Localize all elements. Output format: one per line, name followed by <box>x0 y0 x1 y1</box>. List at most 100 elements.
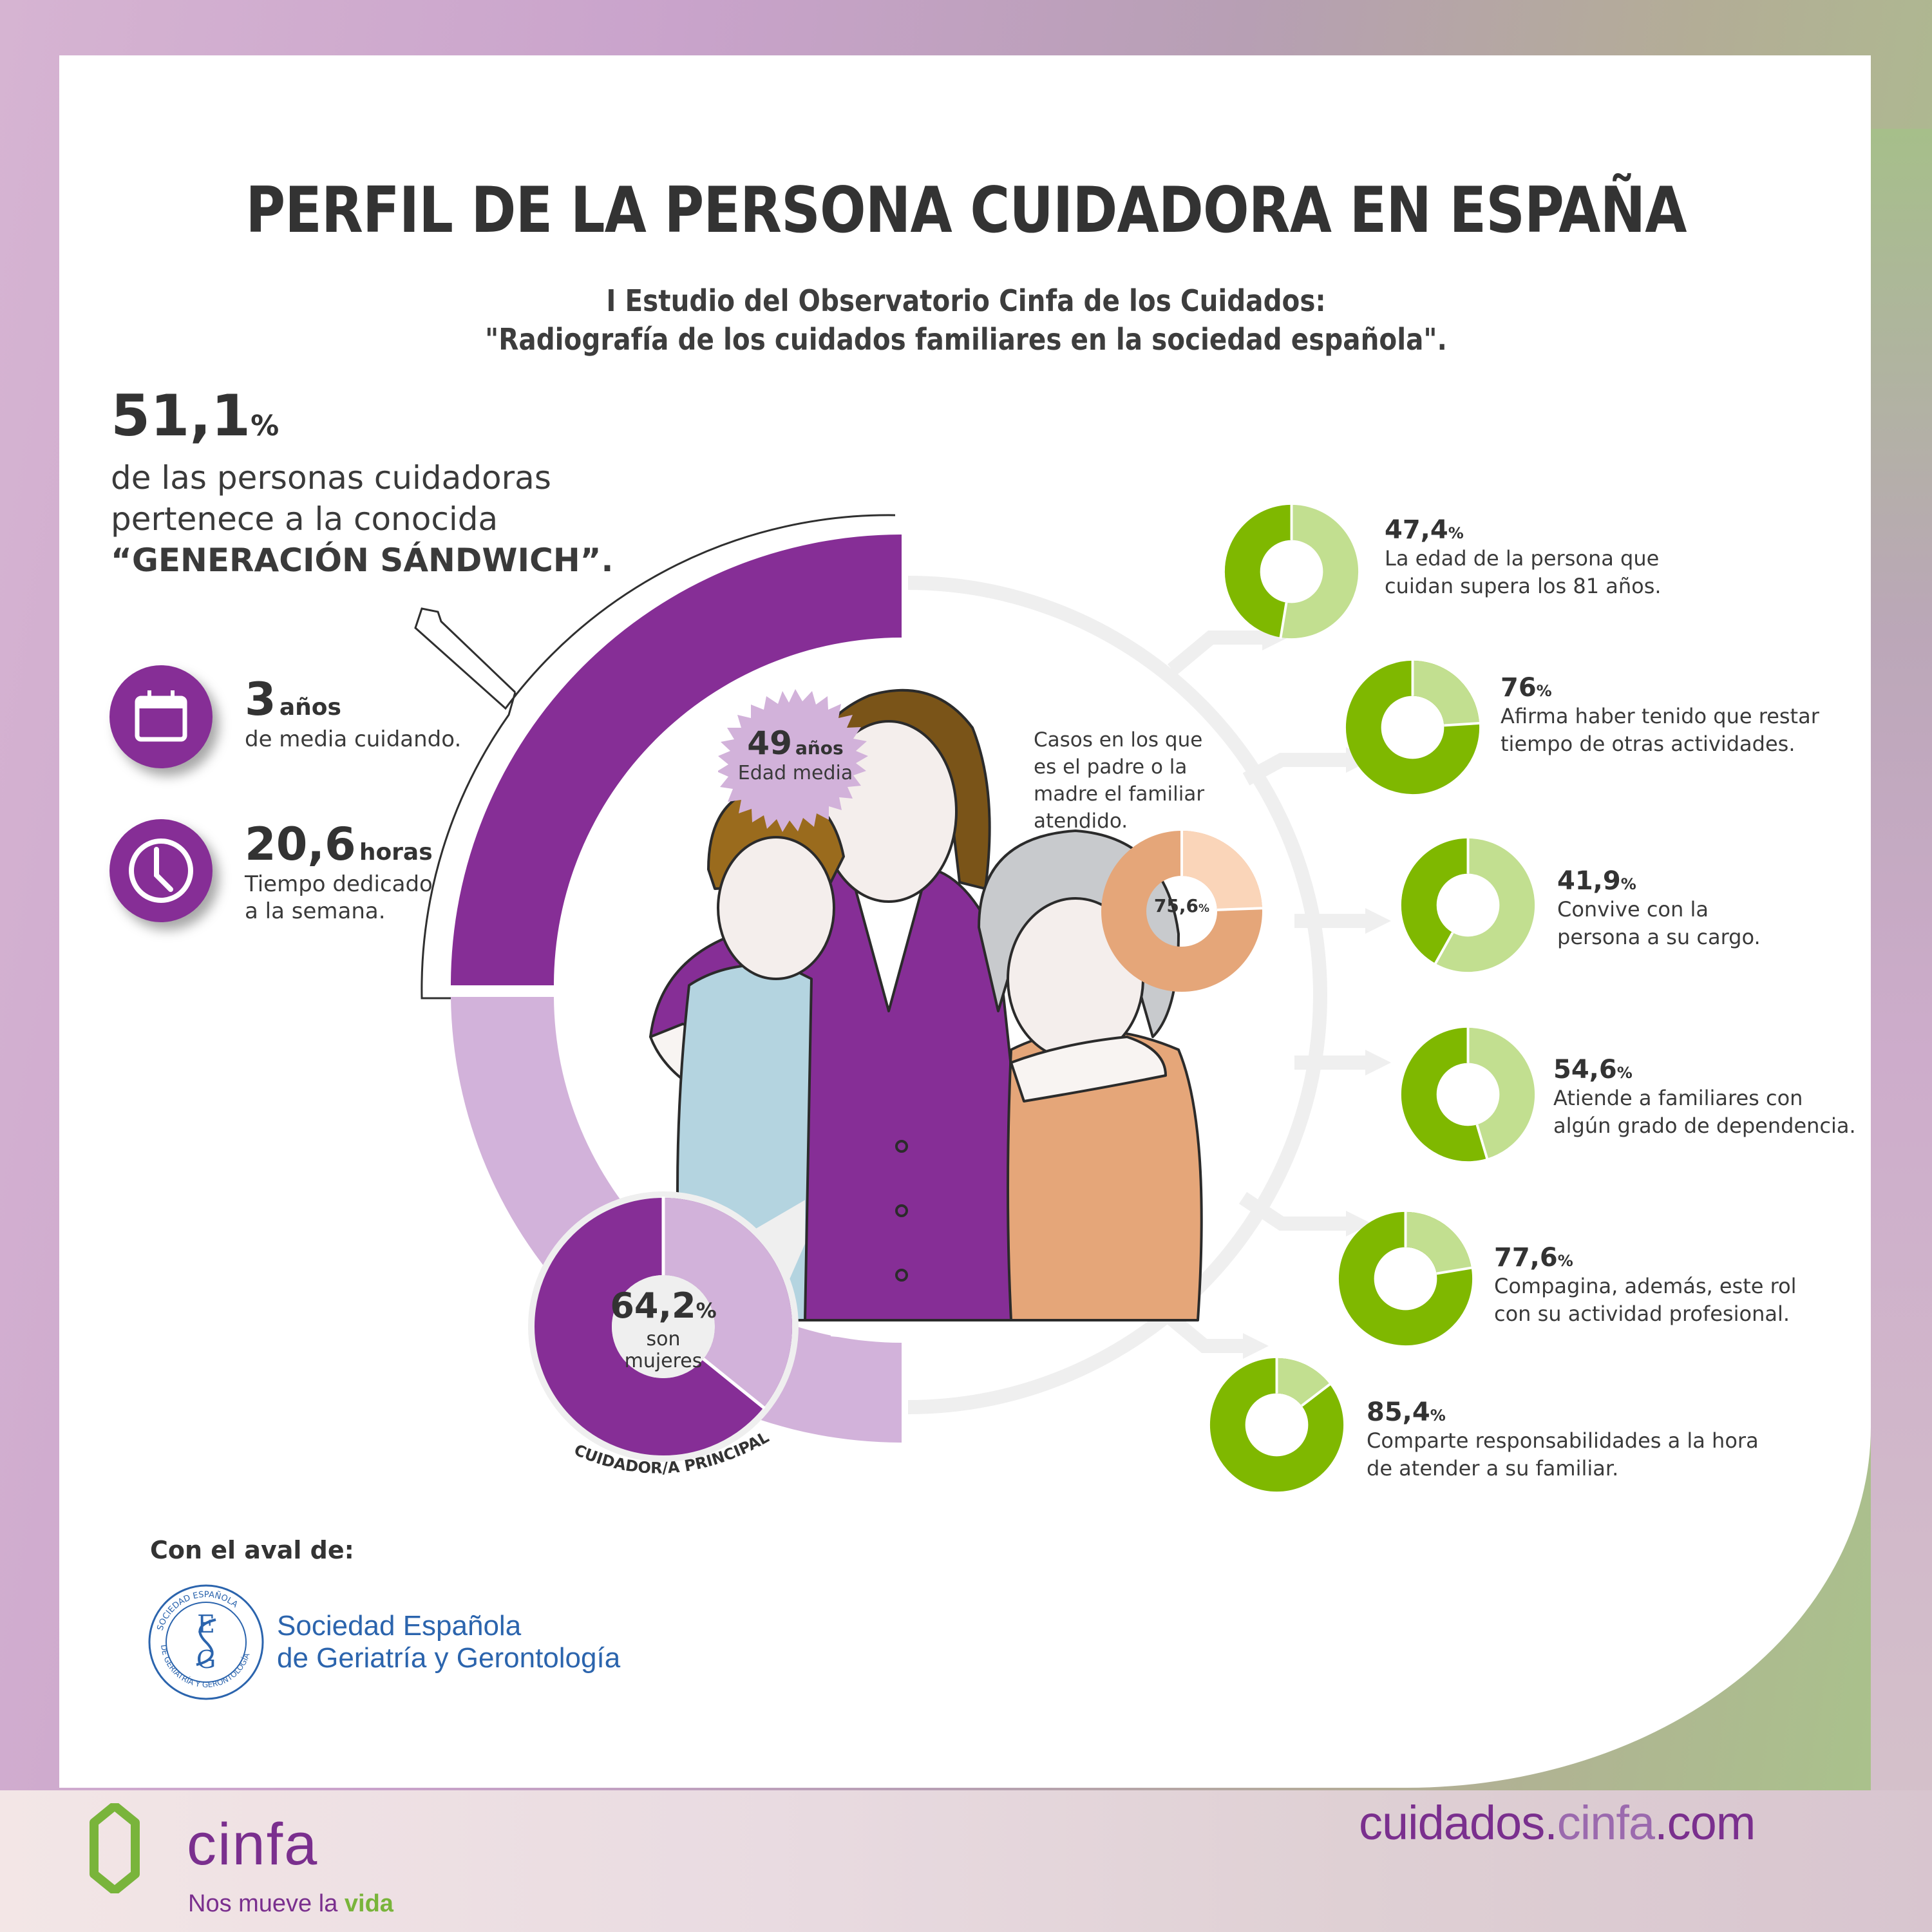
item-0-desc-2: cuidan supera los 81 años. <box>1385 574 1662 598</box>
sandwich-bracket <box>414 514 896 999</box>
hours-unit: horas <box>359 839 433 866</box>
parent-case-line-2: es el padre o la <box>1034 755 1188 779</box>
segg-name: Sociedad Española de Geriatría y Geronto… <box>277 1610 620 1674</box>
parent-case-line-4: atendido. <box>1034 810 1128 833</box>
parent-case-line-1: Casos en los que <box>1034 728 1203 752</box>
item-5-unit: % <box>1430 1406 1446 1425</box>
item-5-desc-2: de atender a su familiar. <box>1367 1456 1619 1481</box>
parent-case-text: Casos en los que es el padre o la madre … <box>1034 726 1204 835</box>
years-desc: de media cuidando. <box>245 726 462 752</box>
years-value: 3 <box>245 673 276 726</box>
footer-url-link[interactable]: cuidados.cinfa.com <box>1359 1795 1756 1850</box>
parent-value: 75,6 <box>1153 895 1199 916</box>
item-convive: 41,9% Convive con la persona a su cargo. <box>1557 866 1761 951</box>
background-right-strip <box>1871 129 1932 1803</box>
hours-desc-2: a la semana. <box>245 898 386 924</box>
background-footer <box>0 1790 1932 1932</box>
women-unit: % <box>696 1298 717 1323</box>
segg-name-line-2: de Geriatría y Gerontología <box>277 1642 621 1674</box>
item-0-value: 47,4 <box>1385 515 1448 545</box>
calendar-badge <box>109 665 213 768</box>
women-value: 64,2 <box>610 1285 696 1326</box>
sandwich-line-2: pertenece a la conocida <box>111 500 498 538</box>
stat-years: 3 años de media cuidando. <box>245 673 461 753</box>
sandwich-line-3: “GENERACIÓN SÁNDWICH”. <box>111 542 614 579</box>
item-comparte: 85,4% Comparte responsabilidades a la ho… <box>1367 1397 1759 1482</box>
donut-actividad-profesional <box>1338 1210 1473 1346</box>
calendar-icon <box>135 690 187 742</box>
connector-arrows <box>1160 630 1365 1353</box>
segg-name-line-1: Sociedad Española <box>277 1610 522 1642</box>
item-4-unit: % <box>1557 1252 1573 1270</box>
donut-age-81 <box>1224 503 1359 639</box>
url-part-3: .com <box>1654 1796 1756 1850</box>
item-2-unit: % <box>1620 875 1636 893</box>
age-label: Edad media <box>737 762 853 784</box>
subtitle-line-2: "Radiografía de los cuidados familiares … <box>485 322 1447 357</box>
women-label: 64,2% son mujeres <box>522 1288 805 1372</box>
parent-donut <box>1101 831 1262 992</box>
sandwich-arc-dark <box>451 535 902 985</box>
item-4-value: 77,6 <box>1494 1243 1558 1273</box>
cinfa-hexagon-icon <box>90 1803 140 1893</box>
item-1-desc-1: Afirma haber tenido que restar <box>1501 704 1819 728</box>
item-2-desc-2: persona a su cargo. <box>1557 925 1761 949</box>
clock-icon <box>129 838 193 903</box>
hours-value: 20,6 <box>245 818 356 871</box>
women-donut <box>528 1191 805 1462</box>
sandwich-line-1: de las personas cuidadoras <box>111 459 551 497</box>
years-unit: años <box>279 694 341 721</box>
item-dependencia: 54,6% Atiende a familiares con algún gra… <box>1553 1055 1856 1140</box>
donut-comparte <box>1209 1356 1344 1492</box>
hours-desc-1: Tiempo dedicado <box>245 871 433 897</box>
item-4-desc-2: con su actividad profesional. <box>1494 1302 1790 1326</box>
sandwich-value: 51,1 <box>111 383 251 449</box>
connector-arc <box>907 576 1327 1414</box>
item-1-desc-2: tiempo de otras actividades. <box>1501 732 1795 756</box>
cinfa-tagline: Nos mueve la vida <box>188 1890 393 1918</box>
age-badge: 49 años Edad media <box>718 724 873 784</box>
item-3-desc-1: Atiende a familiares con <box>1553 1086 1803 1110</box>
item-restar-tiempo: 76% Afirma haber tenido que restar tiemp… <box>1501 673 1819 758</box>
boy-face <box>717 836 835 980</box>
item-3-value: 54,6 <box>1553 1055 1617 1084</box>
clock-badge <box>109 819 213 922</box>
item-0-desc-1: La edad de la persona que <box>1385 546 1660 571</box>
item-actividad-profesional: 77,6% Compagina, además, este rol con su… <box>1494 1243 1797 1328</box>
parent-unit: % <box>1198 902 1210 915</box>
donut-dependencia <box>1401 1026 1535 1162</box>
tagline-prefix: Nos mueve la <box>188 1890 345 1917</box>
cinfa-brand: cinfa <box>187 1812 319 1877</box>
item-5-desc-1: Comparte responsabilidades a la hora <box>1367 1428 1759 1453</box>
item-3-unit: % <box>1616 1064 1633 1082</box>
sandwich-stat: 51,1% de las personas cuidadoras pertene… <box>111 385 614 581</box>
women-label-1: son <box>646 1328 681 1350</box>
donut-restar-tiempo <box>1345 659 1481 795</box>
mother-hand-right <box>1010 1036 1167 1103</box>
item-5-value: 85,4 <box>1367 1397 1430 1427</box>
subtitle-line-1: I Estudio del Observatorio Cinfa de los … <box>606 283 1326 318</box>
svg-text:CUIDADOR/A PRINCIPAL: CUIDADOR/A PRINCIPAL <box>571 1428 772 1477</box>
item-1-unit: % <box>1536 682 1552 700</box>
item-2-value: 41,9 <box>1557 866 1621 896</box>
item-3-desc-2: algún grado de dependencia. <box>1553 1113 1856 1138</box>
item-4-desc-1: Compagina, además, este rol <box>1494 1274 1797 1298</box>
age-unit: años <box>795 737 844 759</box>
segg-seal-logo: E G SOCIEDAD ESPAÑOLA DE GERIATRÍA Y GER… <box>148 1584 264 1700</box>
stat-hours: 20,6 horas Tiempo dedicado a la semana. <box>245 818 433 925</box>
item-age-81: 47,4% La edad de la persona que cuidan s… <box>1385 515 1662 600</box>
sandwich-unit: % <box>251 410 279 442</box>
women-label-2: mujeres <box>624 1350 703 1372</box>
parent-case-line-3: madre el familiar <box>1034 782 1205 806</box>
item-0-unit: % <box>1448 524 1464 542</box>
donut-convive <box>1401 837 1535 972</box>
age-badge-burst <box>718 689 868 832</box>
item-1-value: 76 <box>1501 673 1537 703</box>
url-part-2: cinfa <box>1557 1796 1655 1850</box>
endorsement-label: Con el aval de: <box>150 1536 354 1564</box>
tagline-highlight: vida <box>344 1890 393 1917</box>
arc-label-cuidador: CUIDADOR/A PRINCIPAL <box>571 1428 772 1477</box>
url-part-1: cuidados. <box>1359 1796 1558 1850</box>
age-value: 49 <box>747 724 792 762</box>
svg-text:G: G <box>196 1645 216 1674</box>
